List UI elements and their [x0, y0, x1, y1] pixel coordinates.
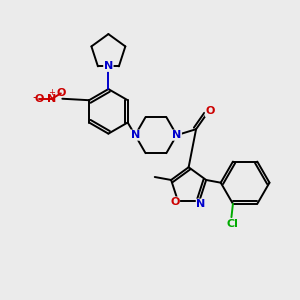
Text: O: O: [170, 197, 179, 207]
Text: N: N: [172, 130, 182, 140]
Text: O: O: [56, 88, 65, 98]
Text: O: O: [34, 94, 44, 104]
Text: -: -: [33, 91, 37, 104]
Text: N: N: [196, 199, 206, 209]
Text: N: N: [47, 94, 57, 104]
Text: Cl: Cl: [227, 219, 239, 229]
Text: N: N: [130, 130, 140, 140]
Text: N: N: [104, 61, 113, 71]
Text: O: O: [206, 106, 215, 116]
Text: +: +: [49, 88, 56, 97]
